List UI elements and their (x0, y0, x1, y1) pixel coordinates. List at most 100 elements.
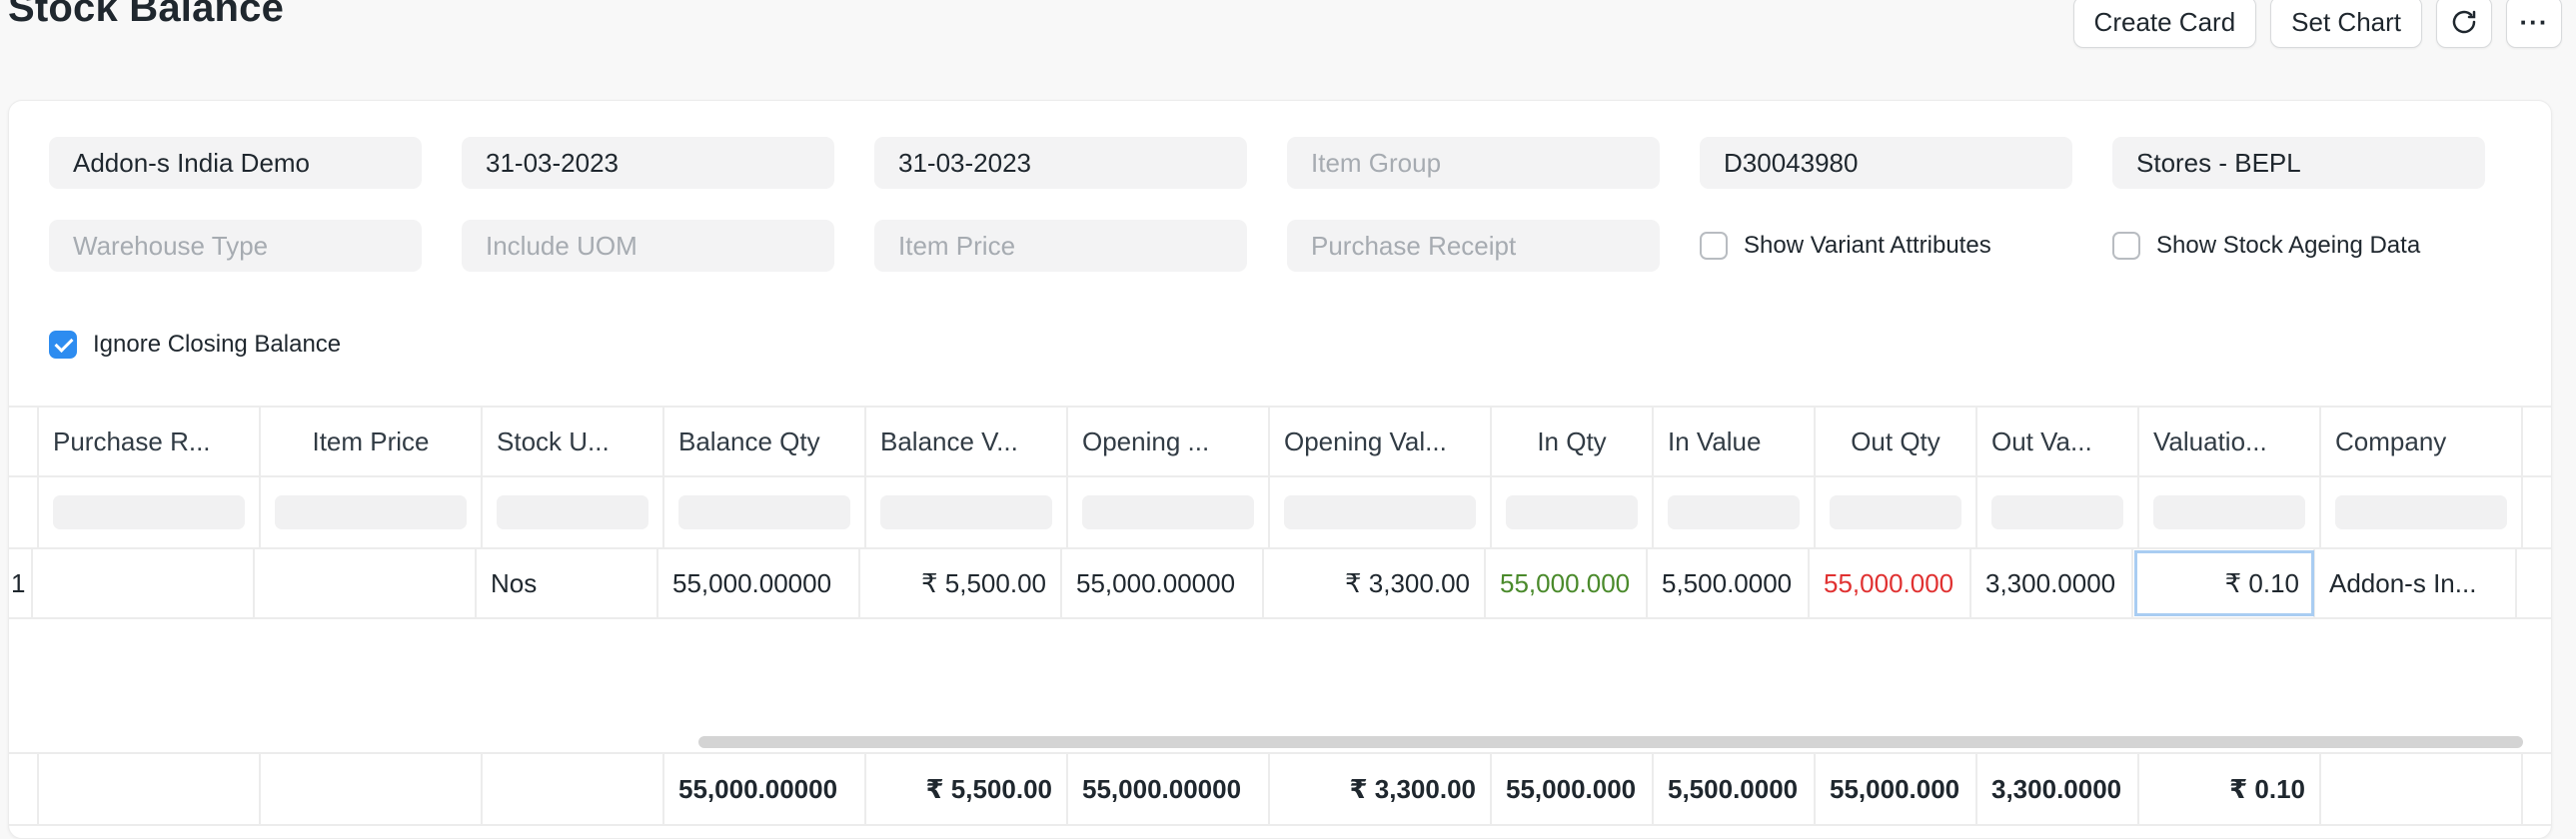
refresh-icon (2452, 10, 2476, 34)
total-cell (2321, 754, 2523, 824)
total-cell (261, 754, 483, 824)
more-button[interactable]: ··· (2506, 0, 2562, 48)
in-value-cell[interactable]: 5,500.0000 (1648, 549, 1810, 617)
column-header[interactable]: Balance Qty (664, 408, 866, 475)
include-uom-filter[interactable]: Include UOM (462, 220, 834, 272)
filter-cell[interactable] (1270, 477, 1492, 547)
purchase-receipt-cell[interactable] (33, 549, 255, 617)
filter-cell[interactable] (261, 477, 483, 547)
checkbox-box-checked[interactable] (49, 331, 77, 359)
column-filter-input[interactable] (53, 495, 245, 529)
balance-value-cell[interactable]: ₹ 5,500.00 (860, 549, 1062, 617)
column-filter-input[interactable] (1506, 495, 1638, 529)
ignore-closing-balance-checkbox[interactable]: Ignore Closing Balance (49, 319, 341, 371)
filter-cell[interactable] (483, 477, 664, 547)
filter-cell[interactable] (1068, 477, 1270, 547)
stock-uom-cell[interactable]: Nos (477, 549, 658, 617)
table-row[interactable]: 1 Nos 55,000.00000 ₹ 5,500.00 55,000.000… (9, 549, 2551, 619)
column-header[interactable]: Out Va... (1977, 408, 2139, 475)
purchase-receipt-filter[interactable]: Purchase Receipt (1287, 220, 1660, 272)
total-cell (39, 754, 261, 824)
checkbox-label: Show Variant Attributes (1744, 232, 1991, 259)
table-filter-row (9, 477, 2551, 549)
create-card-button[interactable]: Create Card (2072, 0, 2257, 48)
balance-qty-cell[interactable]: 55,000.00000 (658, 549, 860, 617)
filter-cell[interactable] (2139, 477, 2321, 547)
column-filter-input[interactable] (497, 495, 648, 529)
show-variant-attributes-checkbox[interactable]: Show Variant Attributes (1700, 220, 2072, 272)
column-header[interactable]: Stock U... (483, 408, 664, 475)
row-cell[interactable]: 1 (9, 549, 33, 617)
opening-value-cell[interactable]: ₹ 3,300.00 (1264, 549, 1486, 617)
column-filter-input[interactable] (1668, 495, 1800, 529)
filter-cell[interactable] (1654, 477, 1816, 547)
table-header-row: Purchase R... Item Price Stock U... Bala… (9, 408, 2551, 477)
column-filter-input[interactable] (880, 495, 1052, 529)
out-qty-cell[interactable]: 55,000.000 (1810, 549, 1971, 617)
column-header[interactable]: In Qty (1492, 408, 1654, 475)
page-actions: Create Card Set Chart ··· (2072, 0, 2562, 48)
in-qty-cell[interactable]: 55,000.000 (1486, 549, 1648, 617)
column-header[interactable]: Opening ... (1068, 408, 1270, 475)
column-filter-input[interactable] (1991, 495, 2123, 529)
show-stock-ageing-checkbox[interactable]: Show Stock Ageing Data (2112, 220, 2485, 272)
total-in-value: 5,500.0000 (1654, 754, 1816, 824)
from-date-filter[interactable]: 31-03-2023 (462, 137, 834, 189)
more-icon: ··· (2519, 6, 2549, 37)
total-balance-qty: 55,000.00000 (664, 754, 866, 824)
column-filter-input[interactable] (275, 495, 467, 529)
filter-cell[interactable] (1977, 477, 2139, 547)
column-header[interactable]: Item Price (261, 408, 483, 475)
report-card: Addon-s India Demo 31-03-2023 31-03-2023… (8, 100, 2552, 839)
column-filter-input[interactable] (1830, 495, 1961, 529)
column-header[interactable]: Balance V... (866, 408, 1068, 475)
total-cell (9, 754, 39, 824)
filter-cell[interactable] (1816, 477, 1977, 547)
total-out-value: 3,300.0000 (1977, 754, 2139, 824)
table-row: 55,000.00000 ₹ 5,500.00 55,000.00000 ₹ 3… (9, 754, 2551, 826)
column-header[interactable]: Valuatio... (2139, 408, 2321, 475)
out-value-cell[interactable]: 3,300.0000 (1971, 549, 2133, 617)
warehouse-type-filter[interactable]: Warehouse Type (49, 220, 422, 272)
column-header[interactable]: Opening Val... (1270, 408, 1492, 475)
column-filter-input[interactable] (1082, 495, 1254, 529)
checkbox-label: Ignore Closing Balance (93, 331, 342, 358)
column-filter-input[interactable] (678, 495, 850, 529)
refresh-button[interactable] (2436, 0, 2492, 48)
item-price-filter[interactable]: Item Price (874, 220, 1247, 272)
checkbox-box[interactable] (2112, 232, 2140, 260)
checkbox-label: Show Stock Ageing Data (2156, 232, 2421, 259)
filter-cell[interactable] (1492, 477, 1654, 547)
item-filter[interactable]: D30043980 (1700, 137, 2072, 189)
filter-section: Addon-s India Demo 31-03-2023 31-03-2023… (49, 137, 2517, 272)
column-header[interactable] (9, 408, 39, 475)
filter-cell[interactable] (664, 477, 866, 547)
set-chart-button[interactable]: Set Chart (2270, 0, 2422, 48)
page-title: Stock Balance (8, 0, 285, 30)
opening-qty-cell[interactable]: 55,000.00000 (1062, 549, 1264, 617)
column-header[interactable]: Company (2321, 408, 2523, 475)
valuation-rate-cell[interactable]: ₹ 0.10 (2133, 549, 2315, 617)
checkbox-box[interactable] (1700, 232, 1728, 260)
item-price-cell[interactable] (255, 549, 477, 617)
filter-cell[interactable] (39, 477, 261, 547)
column-filter-input[interactable] (2335, 495, 2507, 529)
item-group-filter[interactable]: Item Group (1287, 137, 1660, 189)
horizontal-scrollbar[interactable] (698, 736, 2523, 748)
company-cell[interactable]: Addon-s In... (2315, 549, 2517, 617)
report-table: Purchase R... Item Price Stock U... Bala… (9, 406, 2551, 619)
filter-cell (9, 477, 39, 547)
filter-cell[interactable] (2321, 477, 2523, 547)
total-in-qty: 55,000.000 (1492, 754, 1654, 824)
totals-row: 55,000.00000 ₹ 5,500.00 55,000.00000 ₹ 3… (9, 752, 2551, 826)
column-header[interactable]: Purchase R... (39, 408, 261, 475)
column-filter-input[interactable] (2153, 495, 2305, 529)
column-filter-input[interactable] (1284, 495, 1476, 529)
to-date-filter[interactable]: 31-03-2023 (874, 137, 1247, 189)
column-header[interactable]: In Value (1654, 408, 1816, 475)
filter-cell[interactable] (866, 477, 1068, 547)
warehouse-filter[interactable]: Stores - BEPL (2112, 137, 2485, 189)
column-header[interactable]: Out Qty (1816, 408, 1977, 475)
total-out-qty: 55,000.000 (1816, 754, 1977, 824)
company-filter[interactable]: Addon-s India Demo (49, 137, 422, 189)
